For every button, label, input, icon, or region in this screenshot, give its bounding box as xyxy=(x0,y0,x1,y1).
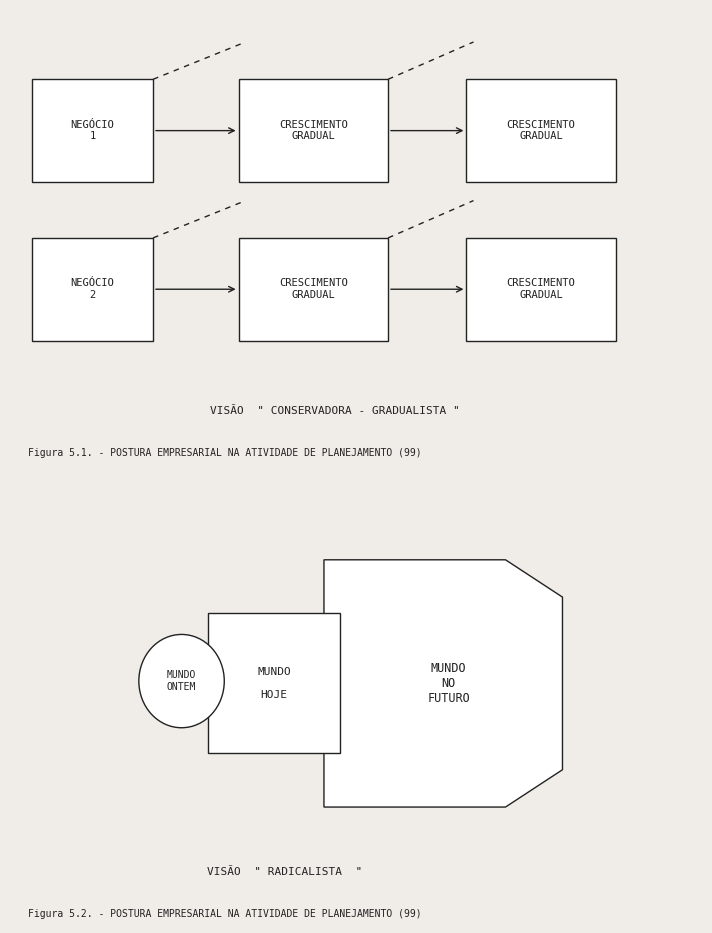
Bar xyxy=(466,238,616,341)
Text: MUNDO
ONTEM: MUNDO ONTEM xyxy=(167,670,197,692)
Ellipse shape xyxy=(139,634,224,728)
Text: CRESCIMENTO
GRADUAL: CRESCIMENTO GRADUAL xyxy=(507,278,575,300)
Text: CRESCIMENTO
GRADUAL: CRESCIMENTO GRADUAL xyxy=(279,119,347,142)
Text: CRESCIMENTO
GRADUAL: CRESCIMENTO GRADUAL xyxy=(279,278,347,300)
Text: CRESCIMENTO
GRADUAL: CRESCIMENTO GRADUAL xyxy=(507,119,575,142)
Text: Figura 5.2. - POSTURA EMPRESARIAL NA ATIVIDADE DE PLANEJAMENTO (99): Figura 5.2. - POSTURA EMPRESARIAL NA ATI… xyxy=(28,910,422,919)
Text: VISÃO  " RADICALISTA  ": VISÃO " RADICALISTA " xyxy=(207,868,362,877)
Bar xyxy=(32,238,153,341)
Bar xyxy=(466,79,616,182)
Bar xyxy=(208,614,340,754)
Text: NEGÓCIO
1: NEGÓCIO 1 xyxy=(70,119,115,142)
Bar xyxy=(239,238,388,341)
Bar xyxy=(239,79,388,182)
Text: MUNDO
NO
FUTURO: MUNDO NO FUTURO xyxy=(427,661,470,705)
Text: VISÃO  " CONSERVADORA - GRADUALISTA ": VISÃO " CONSERVADORA - GRADUALISTA " xyxy=(210,406,459,415)
Polygon shape xyxy=(324,560,562,807)
Bar xyxy=(32,79,153,182)
Text: Figura 5.1. - POSTURA EMPRESARIAL NA ATIVIDADE DE PLANEJAMENTO (99): Figura 5.1. - POSTURA EMPRESARIAL NA ATI… xyxy=(28,448,422,457)
Text: MUNDO

HOJE: MUNDO HOJE xyxy=(257,667,291,700)
Text: NEGÓCIO
2: NEGÓCIO 2 xyxy=(70,278,115,300)
